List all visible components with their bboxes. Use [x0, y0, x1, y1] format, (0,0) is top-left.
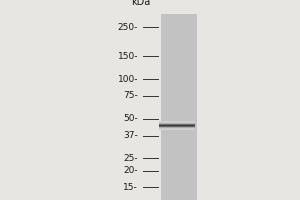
Text: 50-: 50-: [123, 114, 138, 123]
Text: 20-: 20-: [123, 166, 138, 175]
Text: 100-: 100-: [118, 75, 138, 84]
Text: 37-: 37-: [123, 131, 138, 140]
Text: 150-: 150-: [118, 52, 138, 61]
Text: 15-: 15-: [123, 183, 138, 192]
Text: kDa: kDa: [131, 0, 151, 7]
Text: 25-: 25-: [123, 154, 138, 163]
Text: 250-: 250-: [118, 23, 138, 32]
Text: 75-: 75-: [123, 91, 138, 100]
